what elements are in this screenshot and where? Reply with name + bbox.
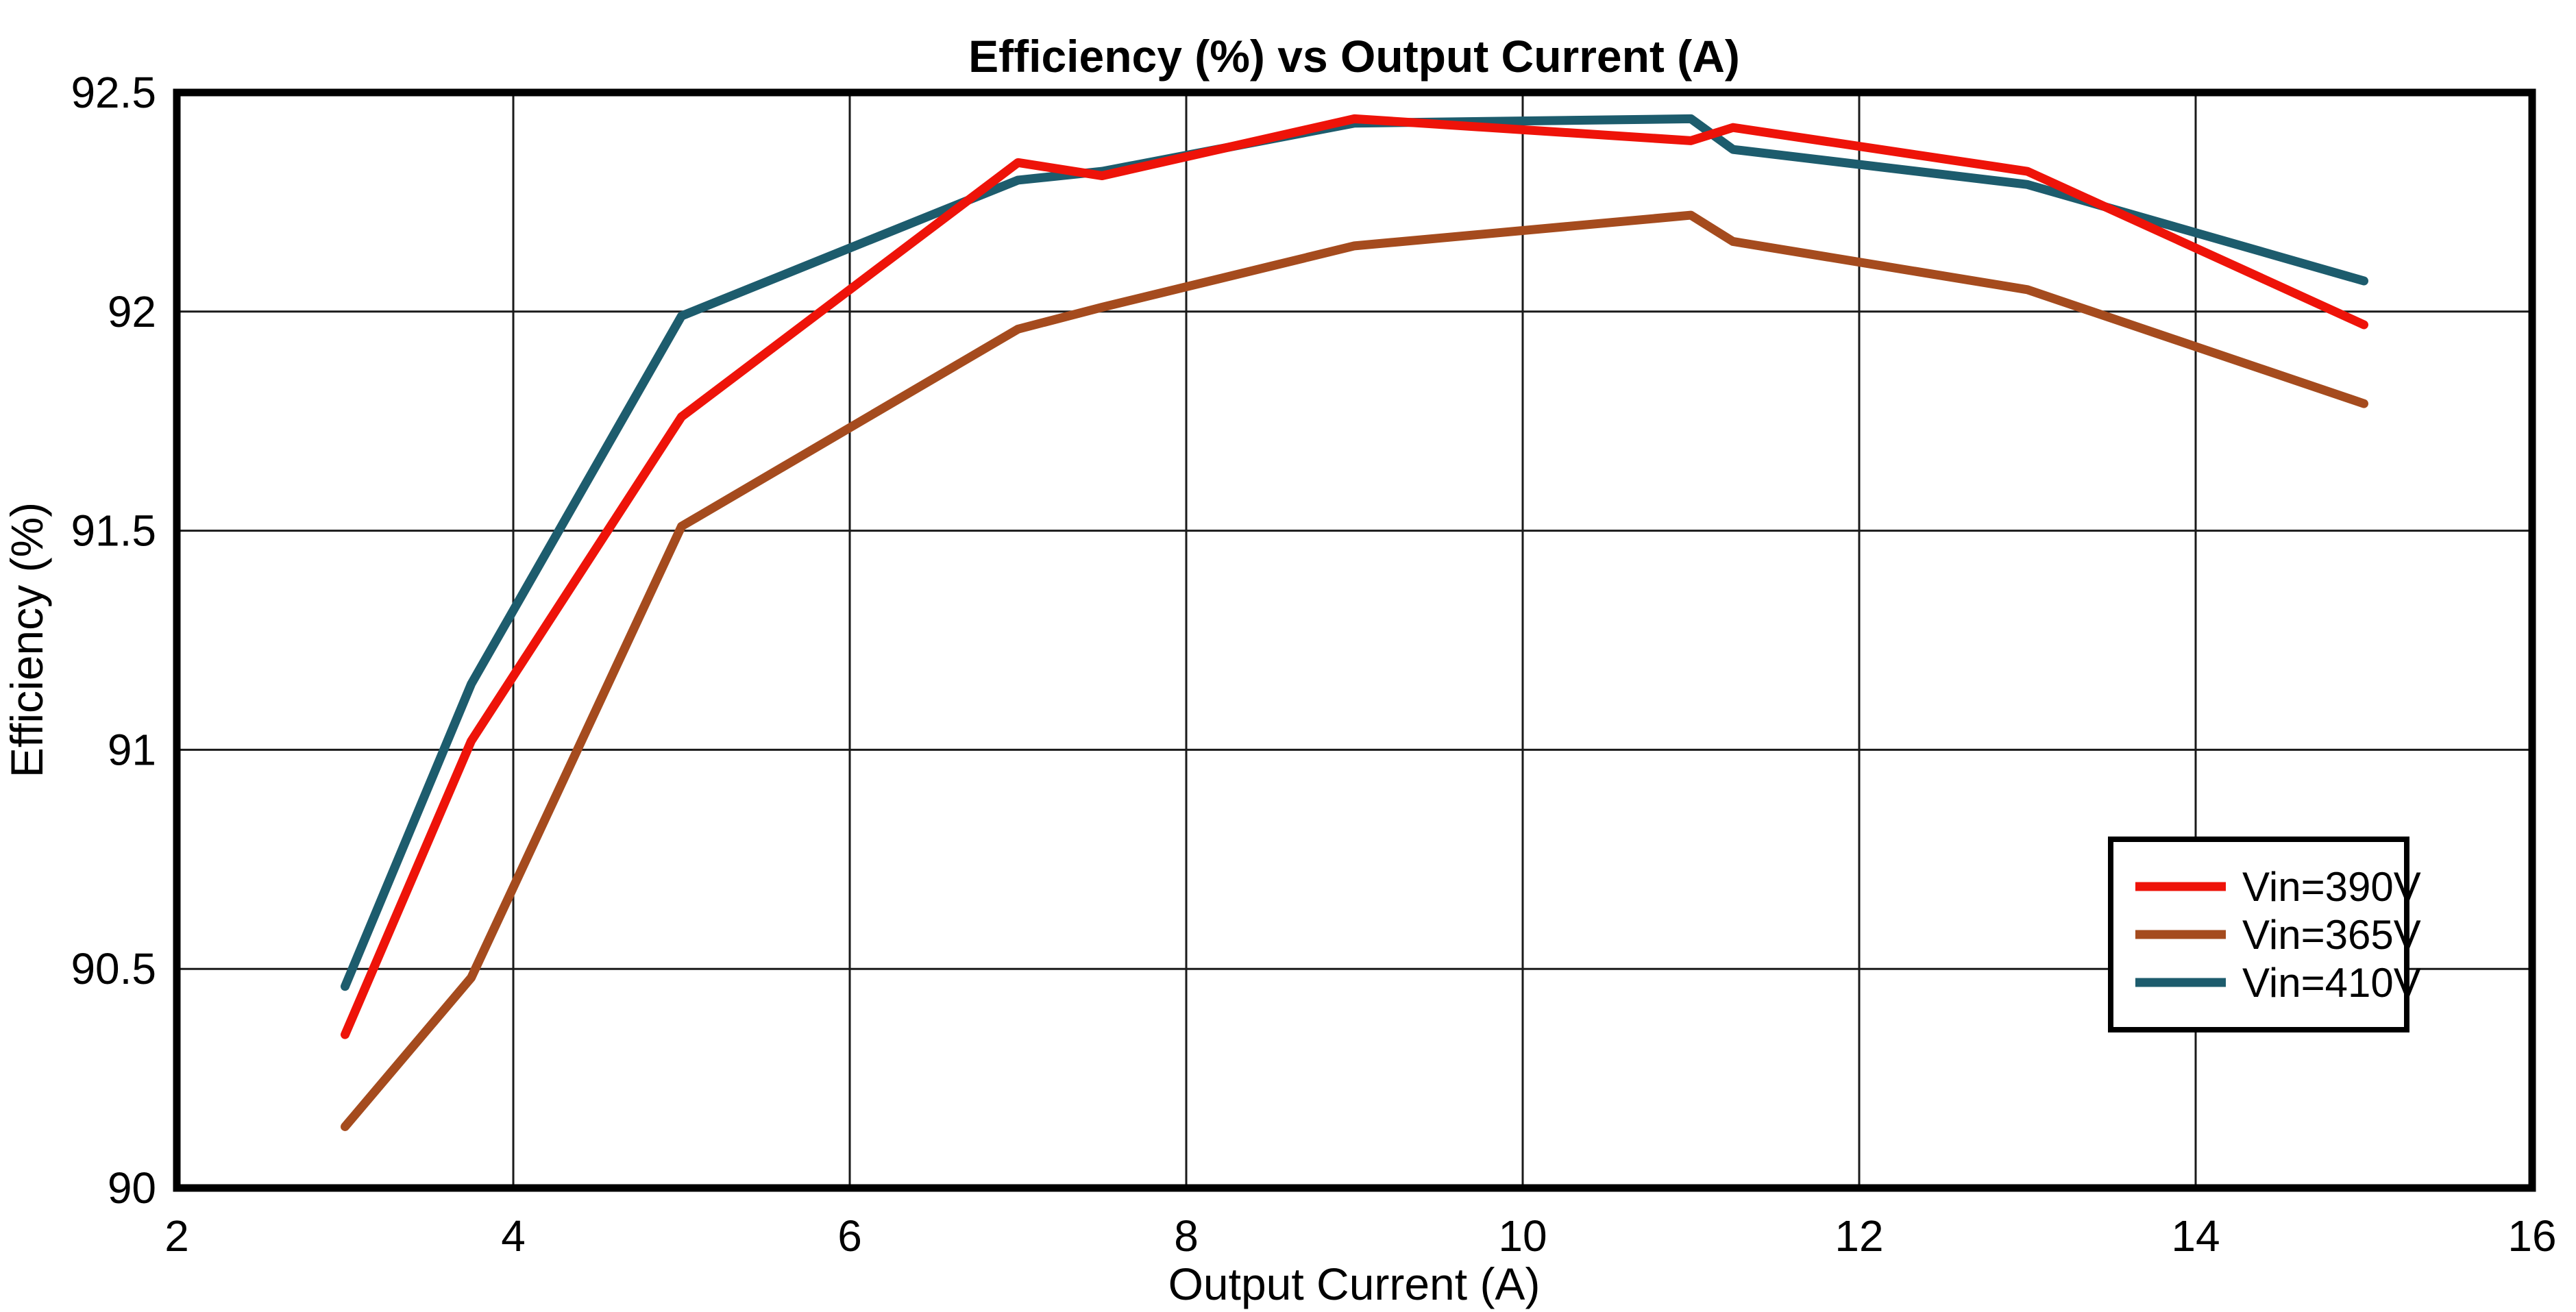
y-axis-title: Efficiency (%) [1, 502, 52, 778]
tick-labels-layer: 2 4 6 8 10 12 14 16 90 90.5 91 91.5 92 92.5 [71, 68, 2556, 1261]
x-tick-label: 14 [2171, 1211, 2220, 1261]
grid-layer [177, 92, 2532, 1188]
x-axis-title: Output Current (A) [1168, 1259, 1541, 1309]
y-tick-label: 91 [108, 725, 156, 774]
y-tick-label: 92.5 [71, 68, 156, 117]
x-tick-label: 8 [1174, 1211, 1199, 1261]
series-layer [341, 114, 2368, 1131]
chart-title: Efficiency (%) vs Output Current (A) [968, 31, 1740, 82]
x-tick-label: 10 [1498, 1211, 1547, 1261]
y-tick-label: 90 [108, 1163, 156, 1213]
legend-label: Vin=390V [2242, 864, 2421, 910]
x-tick-label: 6 [837, 1211, 862, 1261]
x-tick-label: 4 [501, 1211, 526, 1261]
y-tick-label: 91.5 [71, 506, 156, 556]
legend-label: Vin=365V [2242, 912, 2421, 958]
x-tick-label: 16 [2507, 1211, 2556, 1261]
series-line-vin-390v [341, 114, 2368, 1039]
y-tick-label: 92 [108, 287, 156, 336]
x-tick-label: 2 [164, 1211, 189, 1261]
series-line-vin-365v [341, 210, 2368, 1131]
y-tick-label: 90.5 [71, 944, 156, 993]
legend-label: Vin=410V [2242, 960, 2421, 1006]
x-tick-label: 12 [1835, 1211, 1883, 1261]
plot-border [173, 88, 2536, 1192]
